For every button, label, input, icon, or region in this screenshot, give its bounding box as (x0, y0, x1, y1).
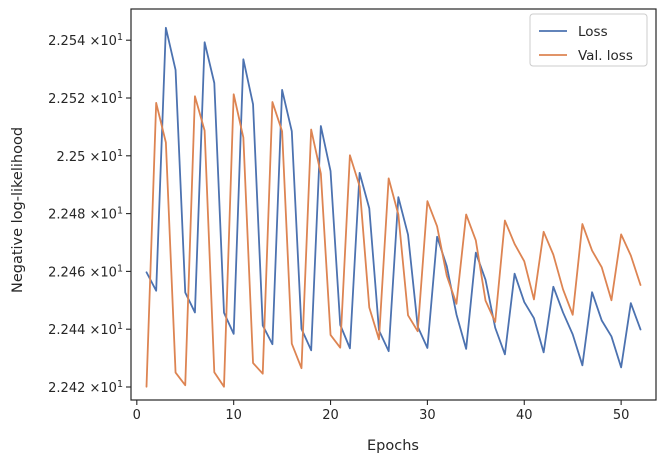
y-tick-label: 2.25 ×101 (56, 148, 123, 165)
y-tick-label: 2.242 ×101 (48, 379, 123, 396)
x-tick-label: 20 (322, 408, 339, 423)
y-tick-label: 2.246 ×101 (48, 263, 123, 280)
legend-box (529, 13, 648, 67)
x-tick-label: 50 (613, 408, 630, 423)
x-tick-label: 40 (516, 408, 533, 423)
y-tick-label: 2.252 ×101 (48, 90, 123, 107)
y-axis-label: Negative log-likelihood (10, 127, 26, 293)
series-line-val-loss (145, 93, 642, 388)
y-tick-label: 2.244 ×101 (48, 321, 123, 338)
legend-label-val-loss: Val. loss (578, 48, 633, 64)
legend-label-loss: Loss (578, 24, 608, 40)
x-tick-label: 10 (225, 408, 242, 423)
x-tick-label: 0 (133, 408, 141, 423)
x-axis-label: Epochs (367, 438, 419, 454)
series-line-loss (145, 26, 642, 369)
y-tick-label: 2.254 ×101 (48, 32, 123, 49)
x-tick-label: 30 (419, 408, 436, 423)
y-tick-label: 2.248 ×101 (48, 206, 123, 223)
legend: Loss Val. loss (529, 13, 648, 67)
plot-frame (130, 8, 657, 401)
